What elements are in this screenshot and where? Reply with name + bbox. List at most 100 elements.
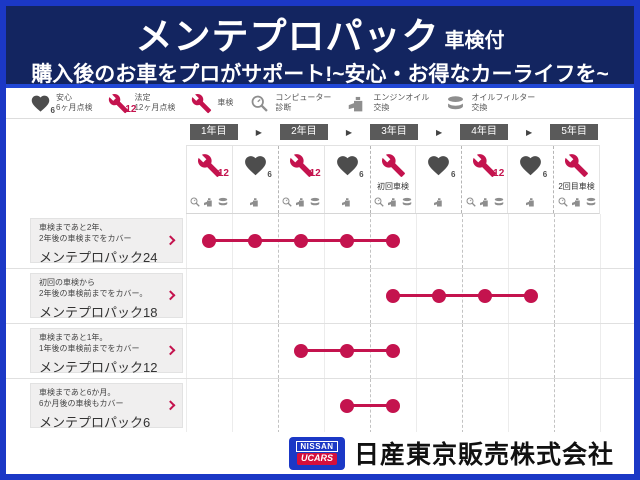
schedule-column-7: 12	[461, 146, 507, 213]
wrench-icon	[381, 153, 406, 178]
plan-rows: 車検まであと2年、 2年後の車検までをカバー メンテプロパック24 初回の車検から 2年…	[6, 214, 634, 434]
wrench-icon: 12	[289, 153, 321, 179]
service-point-dot	[386, 344, 400, 358]
service-point-dot	[248, 234, 262, 248]
plan-description: 車検まであと6か月。 6か月後の車検もカバー	[39, 388, 124, 408]
year-box-3: 3年目	[370, 124, 418, 140]
magnifier-icon	[465, 196, 477, 208]
arrow-right-icon: ▶	[435, 127, 443, 137]
arrow-right-icon: ▶	[345, 127, 352, 137]
magnifier-icon	[557, 196, 569, 208]
grid-cell	[324, 379, 370, 433]
coverage-line	[347, 404, 393, 407]
schedule-column-2: 6	[231, 146, 278, 213]
legend-label: 車検	[217, 97, 234, 107]
wrench-icon	[564, 153, 589, 178]
legend-item-4: コンピューター 診断	[249, 93, 331, 114]
icon-badge: 12	[217, 168, 229, 179]
icon-badge: 6	[450, 170, 456, 179]
oilcan-icon	[479, 196, 491, 208]
year-box-4: 4年目	[460, 124, 508, 140]
grid-cell	[416, 324, 462, 378]
plan-name: メンテプロパック6	[39, 414, 151, 430]
arrow-right-icon: ▶	[526, 127, 533, 137]
schedule-area: 1年目 ▶ 2年目 ▶ 3年目 ▶ 4年目 ▶ 5年目 12 6 12 6 初回車検 6 12 6 2回目車検 …	[6, 119, 634, 434]
company-name: 日産東京販売株式会社	[353, 441, 614, 469]
plan-name: メンテプロパック12	[39, 359, 158, 375]
subtitle: 購入後のお車をプロがサポート!~安心・お得なカーライフを~	[31, 63, 609, 86]
service-point-dot	[386, 289, 400, 303]
plan-row-4: 車検まであと6か月。 6か月後の車検もカバーメンテプロパック6	[6, 379, 634, 434]
grid-cell	[278, 324, 324, 378]
grid-cell	[278, 379, 324, 433]
plan-name: メンテプロパック18	[39, 304, 158, 320]
icon-badge: 12	[125, 103, 137, 115]
chevron-right-icon	[165, 289, 176, 300]
ucars-logo-text: UCARS	[296, 453, 337, 466]
grid-cell	[186, 214, 232, 268]
icon-badge: 12	[493, 168, 505, 179]
plan-description: 車検まであと1年。 1年後の車検前までをカバー	[39, 333, 140, 353]
legend-label: オイルフィルター 交換	[471, 92, 536, 112]
filter-icon	[401, 196, 413, 208]
legend-item-2: 12 法定 12ヶ月点検	[108, 93, 175, 114]
plan-label-3: 車検まであと1年。 1年後の車検前までをカバーメンテプロパック12	[30, 328, 183, 375]
header-banner: メンテプロパック 車検付 購入後のお車をプロがサポート!~安心・お得なカーライフ…	[6, 6, 634, 88]
service-point-dot	[294, 234, 308, 248]
grid-cell	[508, 214, 554, 268]
service-point-dot	[340, 344, 354, 358]
magnifier-icon	[249, 93, 270, 114]
legend-bar: 6 安心 6ヶ月点検 12 法定 12ヶ月点検 車検 コンピューター 診断 エンジンオイル 交換 オイ…	[6, 88, 634, 119]
grid-cell	[232, 324, 278, 378]
oilcan-icon	[203, 196, 215, 208]
year-box-5: 5年目	[550, 124, 598, 140]
legend-item-3: 車検	[191, 93, 233, 114]
legend-label: 安心 6ヶ月点検	[56, 92, 93, 112]
schedule-column-1: 12	[186, 146, 232, 213]
plan-name: メンテプロパック24	[39, 249, 158, 265]
schedule-column-9: 2回目車検	[553, 146, 599, 213]
plan-label-4: 車検まであと6か月。 6か月後の車検もカバーメンテプロパック6	[30, 383, 183, 430]
grid-cell	[370, 269, 416, 323]
grid-cell	[554, 269, 600, 323]
chevron-right-icon	[165, 399, 176, 410]
schedule-column-8: 6	[507, 146, 553, 213]
service-point-dot	[432, 289, 446, 303]
column-label: 初回車検	[377, 181, 409, 191]
column-services	[249, 195, 261, 208]
years-row: 1年目 ▶ 2年目 ▶ 3年目 ▶ 4年目 ▶ 5年目	[190, 119, 598, 145]
wrench-icon: 12	[472, 153, 504, 179]
title-row: メンテプロパック 車検付	[6, 6, 634, 55]
column-services	[189, 195, 229, 208]
oilcan-icon	[387, 196, 399, 208]
service-point-dot	[386, 234, 400, 248]
column-services	[373, 195, 413, 208]
service-point-dot	[386, 399, 400, 413]
heart-icon: 6	[335, 153, 364, 179]
filter-icon	[309, 196, 321, 208]
service-point-dot	[340, 399, 354, 413]
filter-icon	[585, 196, 597, 208]
schedule-column-6: 6	[415, 146, 461, 213]
column-label: 2回目車検	[558, 181, 595, 191]
magnifier-icon	[281, 196, 293, 208]
footer-bar: NISSAN UCARS 日産東京販売株式会社	[6, 432, 634, 474]
grid-cell	[554, 379, 600, 433]
page-title: メンテプロパック	[135, 16, 440, 57]
heart-icon: 6	[30, 93, 55, 114]
column-services	[341, 195, 353, 208]
legend-label: 法定 12ヶ月点検	[134, 92, 176, 112]
coverage-line	[393, 294, 531, 297]
legend-label: コンピューター 診断	[275, 92, 332, 112]
service-point-dot	[478, 289, 492, 303]
year-box-1: 1年目	[190, 124, 238, 140]
heart-icon: 6	[518, 153, 547, 179]
chevron-right-icon	[165, 344, 176, 355]
magnifier-icon	[373, 196, 385, 208]
column-services	[281, 195, 321, 208]
plan-label-1: 車検まであと2年、 2年後の車検までをカバーメンテプロパック24	[30, 218, 183, 265]
grid-cell	[462, 379, 508, 433]
plan-description: 車検まであと2年、 2年後の車検までをカバー	[39, 223, 132, 243]
filter-icon	[493, 196, 505, 208]
